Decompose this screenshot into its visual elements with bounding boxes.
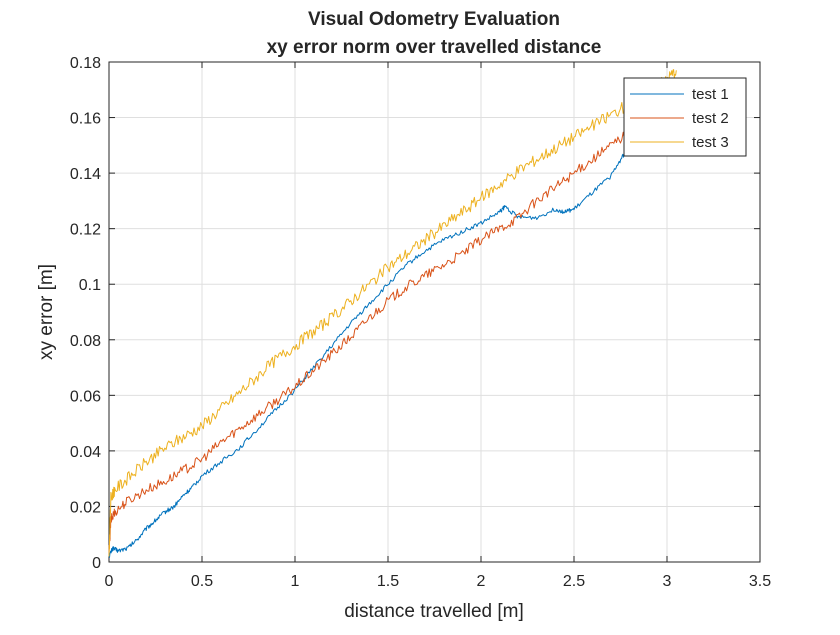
legend-label: test 3 [692, 134, 729, 151]
y-tick-label: 0 [92, 555, 101, 572]
series-line-1 [108, 147, 631, 558]
legend-label: test 2 [692, 110, 729, 127]
x-tick-label: 2 [477, 573, 486, 590]
series-line-2 [108, 127, 631, 554]
axes: 0 0.5 1 1.5 2 2.5 3 3.5 0 0.02 0.04 0.06 0.08 0.1 0.12… [70, 55, 771, 590]
chart-title: Visual Odometry Evaluation [308, 9, 560, 30]
y-axis-label: xy error [m] [36, 264, 57, 360]
x-tick-label: 1 [291, 573, 300, 590]
x-tick-label: 1.5 [377, 573, 399, 590]
y-tick-label: 0.14 [70, 166, 101, 183]
x-tick-label: 3 [663, 573, 672, 590]
x-tick-label: 3.5 [749, 573, 771, 590]
series-line-3 [108, 69, 677, 557]
y-tick-label: 0.08 [70, 333, 101, 350]
y-tick-label: 0.16 [70, 111, 101, 128]
x-axis-label: distance travelled [m] [344, 601, 524, 622]
y-tick-label: 0.06 [70, 388, 101, 405]
y-tick-label: 0.12 [70, 222, 101, 239]
legend: test 1 test 2 test 3 [623, 77, 747, 157]
y-tick-label: 0.1 [79, 277, 101, 294]
x-tick-label: 2.5 [563, 573, 585, 590]
x-tick-label: 0.5 [191, 573, 213, 590]
legend-label: test 1 [692, 86, 729, 103]
x-tick-label: 0 [105, 573, 114, 590]
y-tick-label: 0.04 [70, 444, 101, 461]
chart-subtitle: xy error norm over travelled distance [267, 37, 602, 58]
y-tick-label: 0.18 [70, 55, 101, 72]
plot-area [108, 69, 677, 558]
legend-box [623, 77, 747, 157]
y-tick-label: 0.02 [70, 499, 101, 516]
axes-box [108, 61, 761, 563]
